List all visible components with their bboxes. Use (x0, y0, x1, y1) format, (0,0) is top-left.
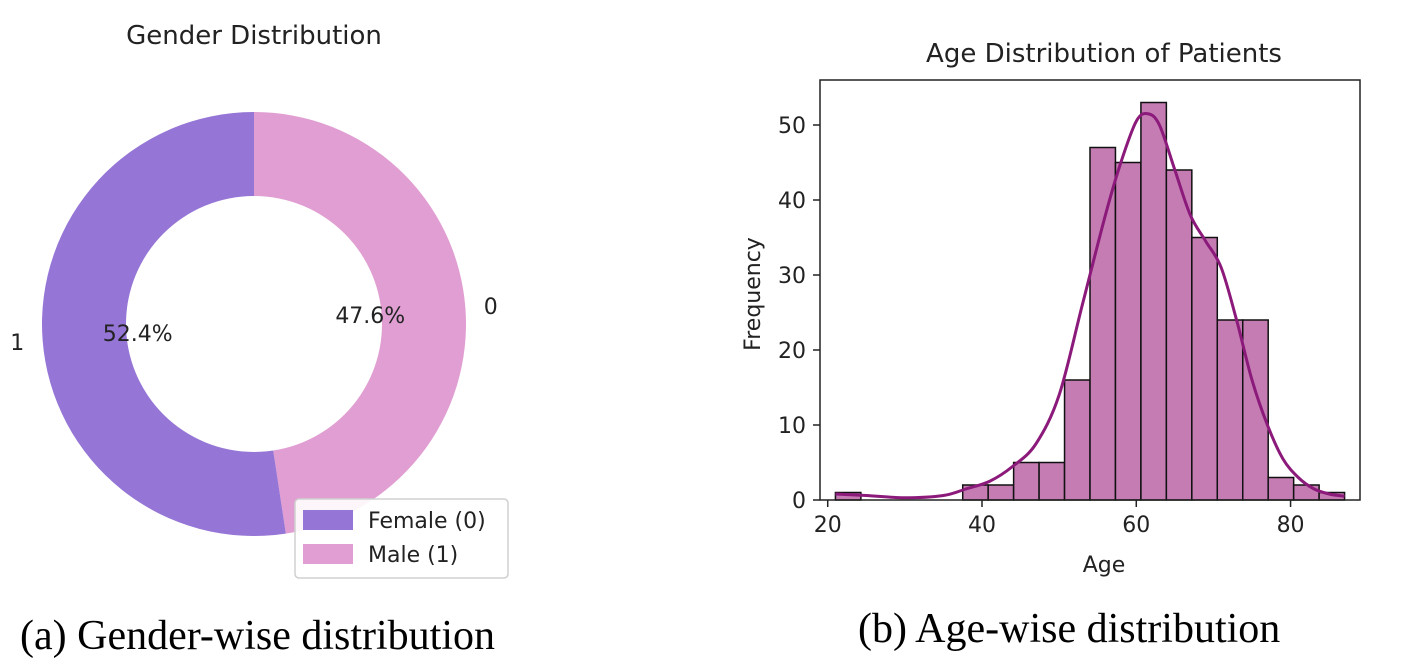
hist-title: Age Distribution of Patients (926, 39, 1282, 69)
pie-pct-label-0: 47.6% (335, 304, 405, 329)
legend-swatch-0 (303, 510, 353, 530)
hist-bar-15 (1216, 319, 1244, 501)
hist-bar-7 (1012, 461, 1040, 501)
pie-pct-label-1: 52.4% (103, 322, 173, 347)
x-tick-label-1: 40 (968, 513, 996, 538)
y-axis-label: Frequency (741, 237, 766, 351)
y-tick-label-2: 20 (778, 339, 806, 364)
hist-bar-12 (1140, 101, 1168, 501)
hist-bar-8 (1038, 461, 1066, 501)
hist-bar-18 (1292, 484, 1320, 501)
pie-title: Gender Distribution (126, 21, 382, 51)
caption-b: (b) Age-wise distribution (858, 606, 1281, 652)
hist-bar-10 (1089, 146, 1117, 501)
x-tick-label-0: 20 (814, 513, 842, 538)
y-tick-label-1: 10 (778, 414, 806, 439)
hist-bar-6 (987, 484, 1015, 501)
hist-bar-16 (1241, 319, 1269, 501)
x-tick-label-2: 60 (1122, 513, 1150, 538)
hist-bar-11 (1114, 161, 1142, 501)
legend-swatch-1 (303, 544, 353, 564)
kde-line (835, 112, 1345, 500)
pie-outer-label-1: 1 (10, 331, 24, 356)
hist-bar-17 (1267, 476, 1295, 501)
legend-label-1: Male (1) (368, 543, 458, 568)
x-tick-label-3: 80 (1277, 513, 1305, 538)
legend-label-0: Female (0) (368, 509, 486, 534)
caption-a: (a) Gender-wise distribution (20, 613, 496, 659)
y-tick-label-4: 40 (778, 189, 806, 214)
gender-chart-panel: Gender Distribution 47.6% 0 52.4% 1 Female … (0, 0, 690, 667)
y-tick-label-5: 50 (778, 114, 806, 139)
hist-bar-13 (1165, 169, 1193, 501)
plot-frame (819, 79, 1361, 501)
pie-legend: Female (0) Male (1) (294, 498, 509, 579)
age-chart-panel: Age Distribution of Patients 20 40 60 80 0 1… (700, 0, 1421, 667)
gender-donut-chart: Gender Distribution 47.6% 0 52.4% 1 Female … (10, 21, 509, 579)
y-tick-label-3: 30 (778, 264, 806, 289)
age-histogram-chart: Age Distribution of Patients 20 40 60 80 0 1… (741, 39, 1361, 578)
donut-hole (126, 196, 382, 452)
x-axis-label: Age (1083, 553, 1126, 578)
hist-bar-14 (1191, 236, 1219, 501)
pie-outer-label-0: 0 (484, 295, 498, 320)
y-tick-label-0: 0 (792, 489, 806, 514)
hist-bar-9 (1063, 379, 1091, 501)
